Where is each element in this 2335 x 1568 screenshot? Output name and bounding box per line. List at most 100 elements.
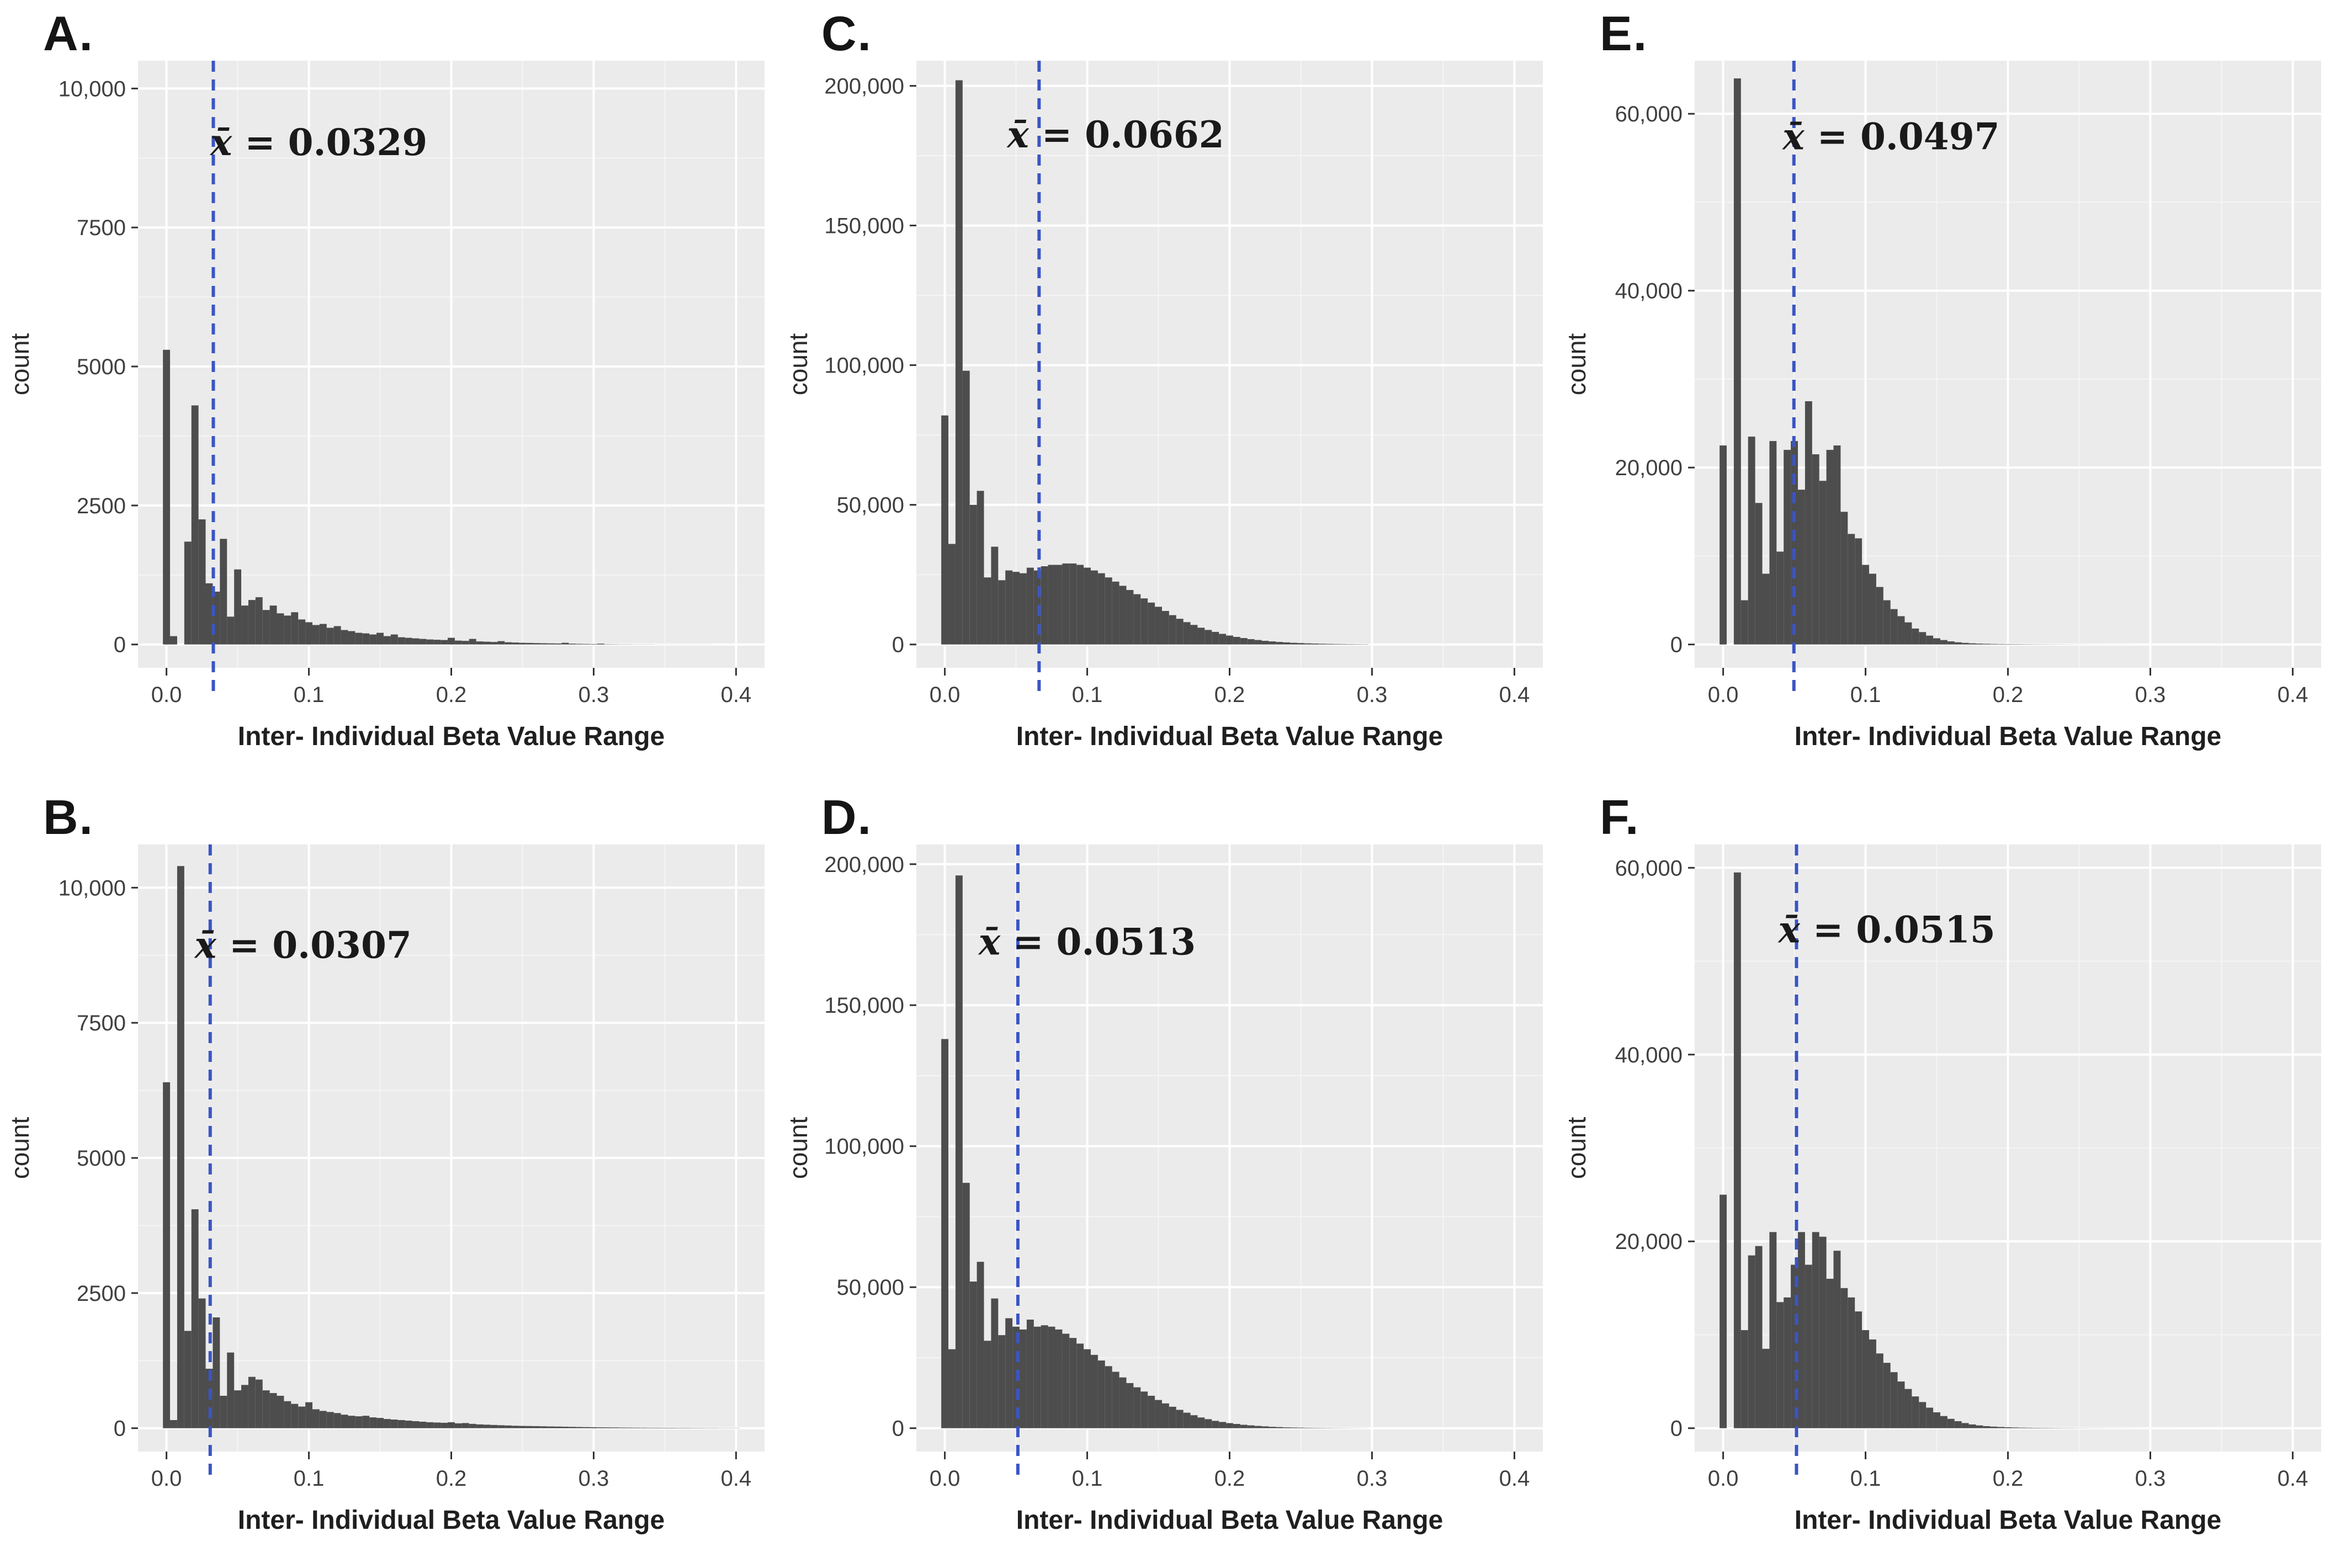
histogram-bar — [1140, 1391, 1148, 1428]
histogram-bar — [412, 638, 420, 645]
y-tick-label: 10,000 — [59, 876, 126, 900]
histogram-bar — [1190, 625, 1198, 645]
y-tick-label: 5000 — [77, 1146, 126, 1171]
histogram-bar — [977, 491, 984, 645]
histogram-bar — [412, 1421, 420, 1428]
x-axis-title: Inter- Individual Beta Value Range — [1795, 722, 2222, 751]
histogram-bars — [941, 875, 1369, 1428]
histogram-bar — [1219, 634, 1227, 645]
histogram-bar — [590, 644, 597, 645]
histogram-bar — [590, 1427, 597, 1428]
histogram-bar — [284, 1401, 291, 1428]
histogram-bar — [569, 1427, 576, 1428]
histogram-bar — [1119, 1377, 1127, 1428]
histogram-bar — [1897, 616, 1905, 645]
histogram-bar — [255, 597, 263, 645]
histogram-bar — [441, 640, 448, 645]
histogram-bar — [554, 643, 562, 645]
histogram-bar — [969, 1281, 977, 1428]
panel-c: C. x̄ = 0.0662 0 50,000 100,000 150,000 200,0… — [778, 0, 1557, 784]
x-tick-label: 0.2 — [1993, 683, 2024, 707]
mean-annotation: x̄ = 0.0515 — [1777, 908, 1996, 952]
y-tick-label: 20,000 — [1615, 456, 1683, 480]
histogram-bar — [1997, 1427, 2005, 1428]
histogram-bar — [1720, 1194, 1727, 1428]
histogram-bar — [1784, 450, 1791, 645]
histogram-bar — [448, 1422, 455, 1428]
histogram-bar — [1204, 1419, 1212, 1428]
histogram-bar — [497, 641, 505, 645]
histogram-bar — [1876, 1353, 1883, 1428]
histogram-bar — [383, 1419, 391, 1428]
x-tick-label: 0.4 — [1499, 1466, 1530, 1491]
histogram-bar — [198, 519, 206, 645]
histogram-bar — [1269, 1427, 1276, 1428]
histogram-bar — [1876, 587, 1883, 645]
histogram-bar — [1112, 1372, 1119, 1428]
histogram-bar — [2004, 1427, 2012, 1428]
histogram-bar — [1740, 1330, 1748, 1428]
panel-e-letter: E. — [1600, 6, 1648, 61]
x-axis-title: Inter- Individual Beta Value Range — [238, 722, 665, 751]
histogram-bar — [198, 1298, 206, 1428]
histogram-bar — [1126, 1383, 1134, 1428]
histogram-bar — [969, 504, 977, 645]
histogram-bars — [1720, 78, 2296, 645]
mean-annotation: x̄ = 0.0497 — [1781, 115, 1999, 158]
histogram-bar — [234, 1390, 242, 1428]
histogram-bar — [1133, 594, 1141, 645]
histogram-bar — [284, 615, 291, 645]
grid-major — [916, 844, 1543, 1452]
histogram-bar — [298, 619, 306, 645]
histogram-bar — [2004, 644, 2012, 645]
y-axis-ticks: 0 50,000 100,000 150,000 200,000 — [824, 75, 916, 657]
histogram-bar — [533, 643, 540, 645]
histogram-bar — [476, 1424, 484, 1428]
histogram-bar — [426, 1422, 434, 1428]
histogram-bar — [305, 622, 312, 645]
panel-b: B. x̄ = 0.0307 0 2500 5000 7500 10,000 0.0 0.1 0… — [0, 784, 778, 1567]
histogram-bar — [1933, 1412, 1940, 1428]
histogram-bars — [163, 349, 712, 645]
histogram-bar — [213, 1317, 220, 1428]
x-axis-title: Inter- Individual Beta Value Range — [1016, 1506, 1444, 1535]
histogram-bar — [1020, 1329, 1027, 1428]
histogram-bar — [383, 636, 391, 645]
histogram-bar — [227, 1352, 235, 1428]
histogram-bar — [1904, 622, 1912, 645]
x-tick-label: 0.1 — [1072, 1466, 1103, 1491]
panel-c-letter: C. — [821, 6, 872, 61]
histogram-bar — [163, 1082, 171, 1428]
histogram-bar — [540, 643, 548, 645]
histogram-bar — [441, 1422, 448, 1428]
histogram-bar — [1968, 643, 1976, 645]
histogram-bar — [1769, 1232, 1777, 1428]
histogram-bar — [1090, 1354, 1098, 1428]
histogram-bar — [376, 1418, 384, 1428]
histogram-bar — [1776, 1302, 1784, 1428]
x-tick-label: 0.0 — [151, 1466, 182, 1491]
histogram-bar — [1869, 1339, 1876, 1428]
histogram-bar — [554, 1426, 562, 1428]
histogram-bar — [1069, 563, 1077, 645]
y-axis-ticks: 0 2500 5000 7500 10,000 — [59, 876, 138, 1441]
panel-f-letter: F. — [1600, 790, 1640, 844]
grid-major — [916, 61, 1543, 668]
histogram-bar — [583, 644, 591, 645]
histogram-bar — [163, 349, 171, 645]
histogram-bar — [461, 641, 469, 645]
histogram-bar — [1247, 639, 1255, 645]
histogram-bar — [1812, 454, 1819, 645]
histogram-bar — [1190, 1415, 1198, 1428]
histogram-bar — [561, 642, 569, 645]
histogram-bar — [1947, 641, 1955, 645]
histogram-bar — [362, 633, 370, 645]
histogram-bar — [454, 1423, 462, 1428]
histogram-bar — [1805, 401, 1812, 645]
histogram-bar — [519, 1426, 526, 1428]
histogram-bar — [191, 405, 199, 645]
histogram-bar — [277, 1395, 284, 1428]
y-tick-label: 0 — [114, 633, 126, 657]
panel-a: A. x̄ = 0.0329 0 2500 5000 7500 10,000 0.0 0.1 0… — [0, 0, 778, 784]
histogram-bar — [1733, 872, 1741, 1428]
